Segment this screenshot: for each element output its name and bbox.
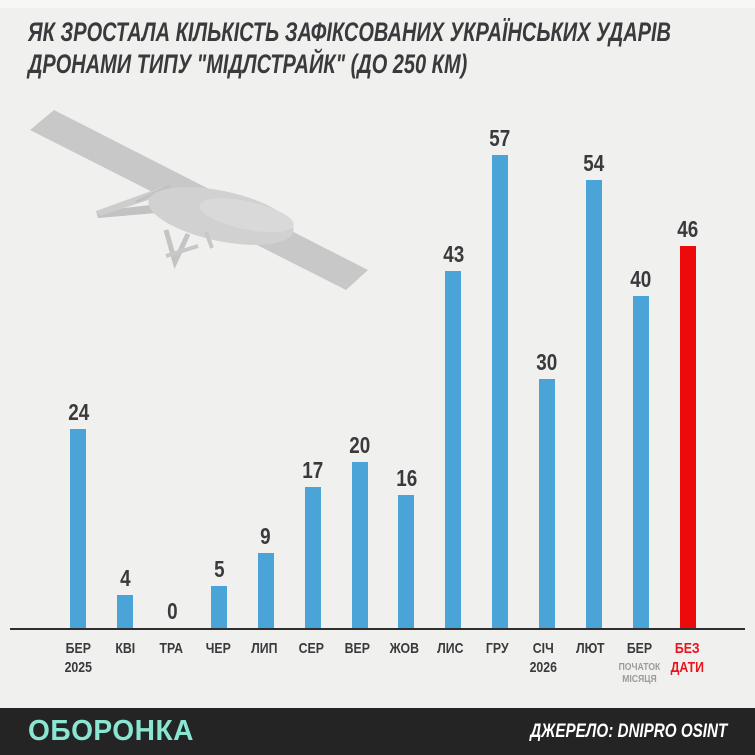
axis-label-month: СЕР	[298, 640, 324, 657]
page-title: ЯК ЗРОСТАЛА КІЛЬКІСТЬ ЗАФІКСОВАНИХ УКРАЇ…	[28, 16, 671, 80]
axis-label-month: ЧЕР	[205, 640, 231, 657]
bar-column: 4	[102, 93, 149, 628]
bar-column: 24	[55, 93, 102, 628]
bar	[398, 495, 415, 628]
axis-label: СІЧ 2026	[520, 639, 567, 685]
axis-label-month: ЛЮТ	[576, 640, 605, 657]
axis-label: БЕЗ ДАТИ	[664, 639, 711, 685]
bar-column: 20	[336, 93, 383, 628]
axis-label: ГРУ	[474, 639, 521, 685]
bar-value-label: 4	[120, 565, 131, 591]
axis-label: КВІ	[102, 639, 149, 685]
bar	[70, 429, 87, 628]
axis-label-month: ЛИП	[251, 640, 278, 657]
axis-label-sub: 2026	[530, 659, 558, 676]
axis-label: СЕР	[288, 639, 335, 685]
axis-label: ЛИП	[241, 639, 288, 685]
axis-label-month: БЕР	[65, 640, 91, 657]
top-strip-divider	[0, 0, 755, 8]
bar	[304, 487, 321, 628]
bar-value-label: 57	[489, 125, 511, 151]
axis-label-sub: ПОЧАТОК МІСЯЦЯ	[618, 661, 660, 685]
axis-label: ЛЮТ	[567, 639, 614, 685]
bar	[211, 586, 227, 628]
bar-column: 40	[617, 93, 664, 628]
axis-label-month: БЕЗ	[675, 640, 701, 657]
bar	[257, 553, 274, 628]
axis-label-month: ТРА	[159, 640, 184, 657]
axis-label-month: ВЕР	[344, 640, 371, 657]
bar-chart-columns: 24 4 0 5 9 17 20 16 43 57 30 54 40 46	[55, 93, 711, 628]
axis-label-row: БЕР 2025 КВІ ТРА ЧЕР ЛИП СЕР ВЕР ЖОВ ЛИС ГРУ СІЧ 202…	[55, 639, 711, 685]
axis-label-sub: 2025	[64, 659, 92, 676]
axis-label: ВЕР	[334, 639, 381, 685]
bar-column: 0	[149, 93, 196, 628]
brand-logo: ОБОРОНКА	[28, 715, 194, 747]
axis-label: ЧЕР	[195, 639, 242, 685]
bar	[492, 155, 509, 628]
axis-label-month: КВІ	[114, 640, 135, 657]
bar-value-label: 9	[260, 523, 272, 549]
bar-column: 9	[242, 93, 289, 628]
axis-label: ЖОВ	[381, 639, 428, 685]
axis-label-month: СІЧ	[533, 640, 555, 657]
bar-value-label: 43	[442, 241, 464, 267]
axis-label: БЕР ПОЧАТОК МІСЯЦЯ	[614, 639, 665, 685]
bar	[585, 180, 602, 628]
axis-label-month: ГРУ	[485, 640, 509, 657]
bar-value-label: 30	[536, 349, 558, 375]
drone-illustration	[30, 110, 368, 290]
bar	[351, 462, 368, 628]
bar-value-label: 40	[630, 266, 652, 292]
axis-label: ЛИС	[427, 639, 474, 685]
page-title-line2: ДРОНАМИ ТИПУ "МІДЛСТРАЙК" (ДО 250 КМ)	[28, 49, 468, 79]
bar-value-label: 46	[677, 216, 699, 242]
footer-bar: ОБОРОНКА ДЖЕРЕЛО: DNIPRO OSINT	[0, 708, 755, 755]
bar-column: 43	[430, 93, 477, 628]
axis-label-sub: ДАТИ	[671, 659, 705, 676]
highlight-bar	[679, 246, 696, 628]
bar-column: 16	[383, 93, 430, 628]
bar-column: 57	[477, 93, 524, 628]
source-credit: ДЖЕРЕЛО: DNIPRO OSINT	[529, 720, 727, 742]
bar-value-label: 5	[213, 556, 225, 582]
bar-value-label: 16	[395, 465, 417, 491]
axis-label-month: БЕР	[626, 640, 652, 657]
bar-value-label: 17	[302, 457, 324, 483]
bar	[117, 595, 134, 628]
axis-label: ТРА	[148, 639, 195, 685]
bar-column: 54	[570, 93, 617, 628]
page-title-line1: ЯК ЗРОСТАЛА КІЛЬКІСТЬ ЗАФІКСОВАНИХ УКРАЇ…	[28, 17, 671, 47]
bar-value-label: 54	[583, 150, 605, 176]
axis-label-month: ЛИС	[437, 640, 464, 657]
bar-column: 17	[289, 93, 336, 628]
bar-column: 30	[524, 93, 571, 628]
bar-column: 46	[664, 93, 711, 628]
bar-value-label: 20	[349, 432, 371, 458]
bar-value-label: 24	[67, 399, 89, 425]
bar-column: 5	[196, 93, 243, 628]
axis-label: БЕР 2025	[55, 639, 102, 685]
x-axis-line	[10, 628, 745, 630]
bar	[539, 379, 556, 628]
bar	[445, 271, 462, 628]
axis-label-month: ЖОВ	[389, 640, 419, 657]
bar-value-label: 0	[166, 598, 178, 624]
bar	[632, 296, 649, 628]
